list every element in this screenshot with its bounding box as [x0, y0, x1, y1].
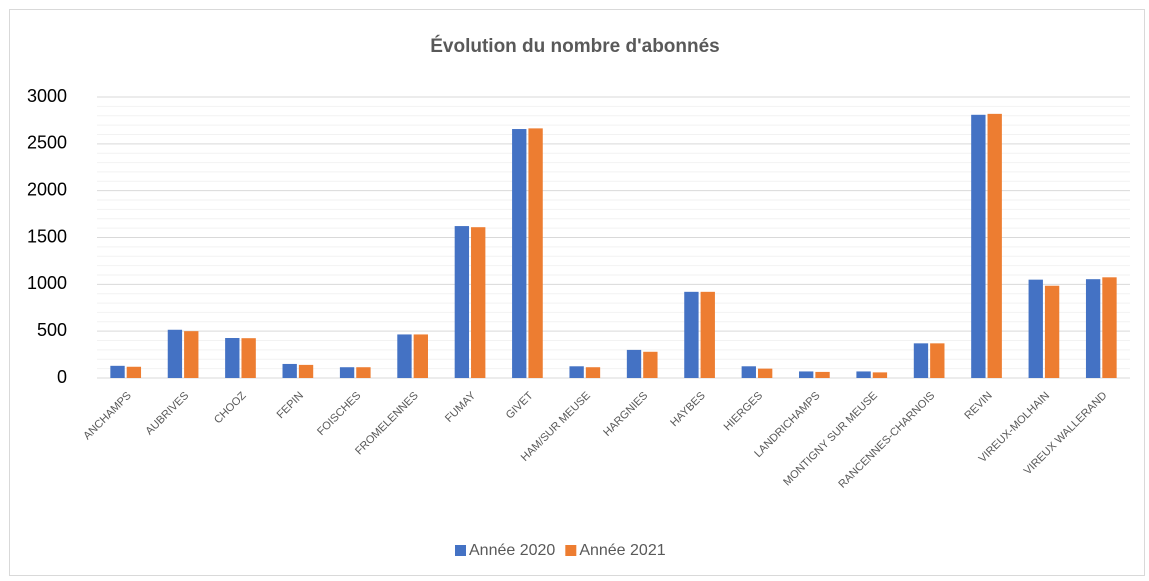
- bar: [643, 351, 658, 378]
- bar: [971, 114, 986, 379]
- y-tick-label: 2500: [27, 133, 67, 153]
- bar: [585, 367, 601, 378]
- bar: [987, 113, 1002, 379]
- bar: [282, 363, 297, 378]
- bar: [626, 349, 642, 378]
- bar: [512, 129, 527, 378]
- bar: [1044, 285, 1060, 378]
- bar: [741, 366, 756, 378]
- bar: [569, 366, 584, 378]
- y-tick-label: 1000: [27, 273, 67, 293]
- legend-swatch: [455, 545, 466, 556]
- y-tick-label: 3000: [27, 86, 67, 106]
- bar: [184, 331, 199, 378]
- bar: [856, 371, 871, 378]
- bar: [913, 343, 929, 378]
- y-tick-label: 0: [57, 367, 67, 387]
- legend-swatch: [565, 545, 577, 556]
- legend-label: Année 2020: [469, 542, 555, 559]
- bar: [225, 338, 240, 378]
- bar: [799, 371, 814, 378]
- bar: [241, 338, 256, 378]
- y-tick-label: 1500: [27, 226, 67, 246]
- bar: [356, 367, 371, 378]
- bar: [397, 334, 412, 378]
- chart-border: [9, 9, 1145, 576]
- bar: [1102, 277, 1117, 378]
- bar: [700, 291, 715, 378]
- bar: [872, 372, 888, 378]
- bar: [454, 226, 470, 378]
- bar: [471, 227, 486, 378]
- bar: [1028, 279, 1043, 378]
- bar: [110, 365, 125, 378]
- chart-title: Évolution du nombre d'abonnés: [430, 35, 720, 57]
- bar: [167, 329, 183, 378]
- bar: [126, 366, 142, 378]
- bar: [757, 368, 773, 378]
- bar: [528, 128, 543, 378]
- bar: [339, 367, 355, 378]
- y-tick-label: 500: [37, 320, 67, 340]
- bar: [684, 291, 699, 378]
- bar: [1085, 279, 1101, 378]
- legend-label: Année 2021: [579, 542, 665, 559]
- bar: [930, 343, 945, 378]
- bar: [413, 334, 428, 378]
- y-tick-label: 2000: [27, 179, 67, 199]
- bar: [298, 364, 314, 378]
- bar: [815, 371, 830, 378]
